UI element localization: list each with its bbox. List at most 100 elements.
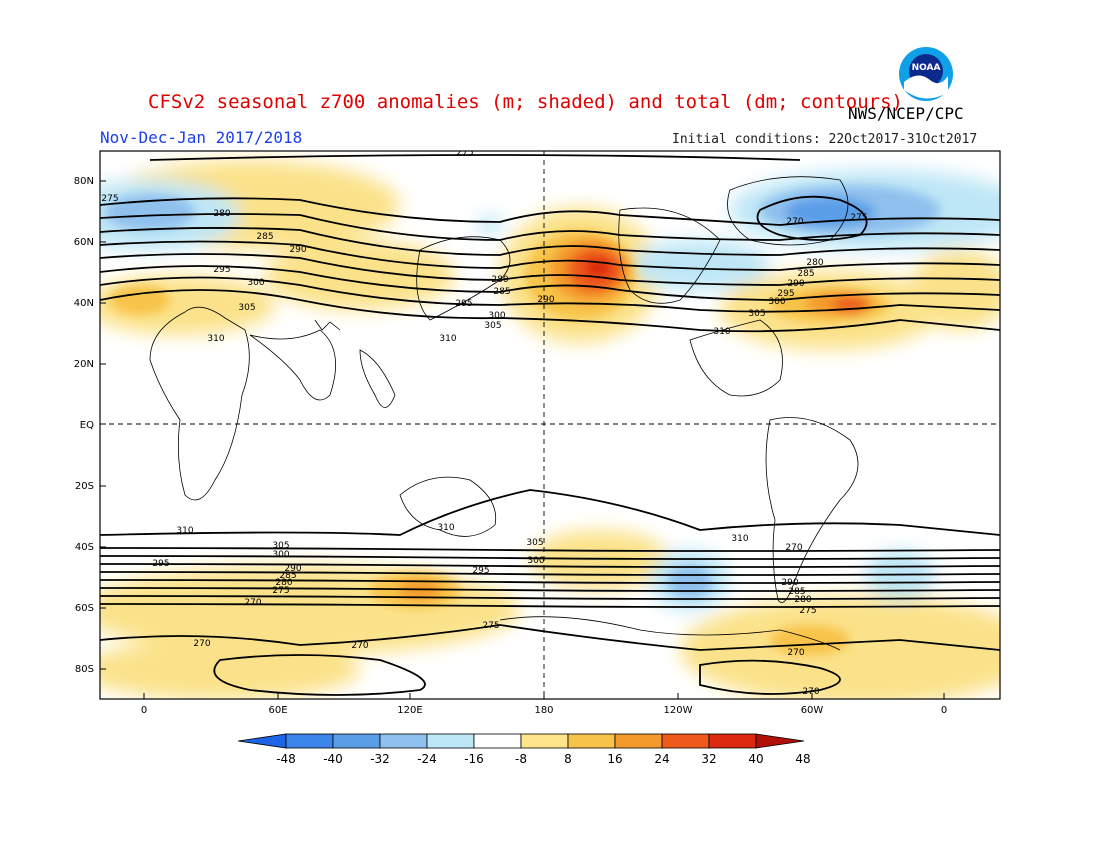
legend-tick-label: -8 bbox=[515, 752, 527, 766]
anomaly-map: 80N 60N 40N 20N EQ 20S 40S 60S 80S 0 60E… bbox=[74, 148, 1001, 716]
contour-label: 310 bbox=[176, 526, 193, 536]
legend-tick-label: -48 bbox=[276, 752, 296, 766]
contour-label: 275 bbox=[482, 621, 499, 631]
legend-tick-label: 32 bbox=[701, 752, 716, 766]
initial-conditions-label: Initial conditions: 22Oct2017-31Oct2017 bbox=[672, 132, 978, 147]
longitude-axis: 0 60E 120E 180 120W 60W 0 bbox=[141, 705, 947, 716]
chart-title: CFSv2 seasonal z700 anomalies (m; shaded… bbox=[148, 91, 903, 113]
contour-label: 275 bbox=[272, 586, 289, 596]
contour-label: 310 bbox=[731, 534, 748, 544]
contour-label: 295 bbox=[152, 559, 169, 569]
contour-label: 290 bbox=[537, 295, 554, 305]
contour-label: 285 bbox=[797, 269, 814, 279]
contour-label: 290 bbox=[284, 564, 301, 574]
contour-label: 270 bbox=[351, 641, 368, 651]
legend-tick-label: 48 bbox=[795, 752, 810, 766]
lon-tick-label: 60W bbox=[801, 705, 824, 716]
contour-label: 270 bbox=[244, 598, 261, 608]
legend-swatch bbox=[661, 733, 710, 749]
legend-tick-label: 24 bbox=[654, 752, 669, 766]
legend-tick-label: -16 bbox=[464, 752, 484, 766]
legend-swatch bbox=[426, 733, 475, 749]
legend-swatch bbox=[708, 733, 757, 749]
lat-tick-label: 20N bbox=[74, 359, 94, 370]
contour-label: 285 bbox=[279, 571, 296, 581]
contour-label: 280 bbox=[794, 595, 811, 605]
lon-tick-label: 180 bbox=[534, 705, 553, 716]
legend-swatch bbox=[614, 733, 663, 749]
lon-tick-label: 120E bbox=[397, 705, 422, 716]
contour-label: 300 bbox=[527, 556, 544, 566]
lon-tick-label: 0 bbox=[941, 705, 947, 716]
contour-label: 275 bbox=[799, 606, 816, 616]
legend-swatch bbox=[567, 733, 616, 749]
contour-label: 270 bbox=[193, 639, 210, 649]
legend-tick-label: 40 bbox=[748, 752, 763, 766]
logo-lettering: NOAA bbox=[912, 63, 941, 73]
contour-label: 280 bbox=[213, 209, 230, 219]
contour-label: 300 bbox=[488, 311, 505, 321]
contour-label: 285 bbox=[493, 287, 510, 297]
contour-label: 275 bbox=[850, 213, 867, 223]
contour-label: 275 bbox=[456, 148, 473, 158]
lat-tick-label: 60N bbox=[74, 237, 94, 248]
contour-label: 270 bbox=[786, 217, 803, 227]
contour-label: 310 bbox=[207, 334, 224, 344]
contour-label: 270 bbox=[785, 543, 802, 553]
contour-label: 270 bbox=[787, 648, 804, 658]
legend-min-arrow bbox=[238, 733, 287, 749]
legend-tick-label: 8 bbox=[564, 752, 572, 766]
contour-label: 280 bbox=[491, 275, 508, 285]
contour-label: 300 bbox=[272, 550, 289, 560]
legend-swatch bbox=[332, 733, 381, 749]
agency-label: NWS/NCEP/CPC bbox=[848, 104, 964, 123]
contour-label: 300 bbox=[768, 297, 785, 307]
contour-label: 285 bbox=[256, 232, 273, 242]
contour-label: 280 bbox=[275, 578, 292, 588]
legend-tick-label: -24 bbox=[417, 752, 437, 766]
map-frame bbox=[99, 150, 1001, 700]
contour-label: 275 bbox=[101, 194, 118, 204]
contour-label: 290 bbox=[787, 279, 804, 289]
contour-label: 295 bbox=[455, 299, 472, 309]
lat-tick-label: EQ bbox=[80, 420, 94, 431]
lat-tick-label: 20S bbox=[75, 481, 94, 492]
lat-tick-label: 40N bbox=[74, 298, 94, 309]
contour-label: 295 bbox=[777, 289, 794, 299]
legend-swatch bbox=[473, 733, 522, 749]
contour-label: 290 bbox=[289, 245, 306, 255]
contour-label: 305 bbox=[484, 321, 501, 331]
contour-label: 310 bbox=[437, 523, 454, 533]
lon-tick-label: 60E bbox=[268, 705, 287, 716]
contour-label: 305 bbox=[238, 303, 255, 313]
contour-label: 305 bbox=[526, 538, 543, 548]
legend-swatch bbox=[379, 733, 428, 749]
legend-swatch bbox=[520, 733, 569, 749]
contour-label: 285 bbox=[788, 587, 805, 597]
contour-label: 305 bbox=[272, 541, 289, 551]
legend-tick-label: 16 bbox=[607, 752, 622, 766]
lon-tick-label: 0 bbox=[141, 705, 147, 716]
latitude-axis: 80N 60N 40N 20N EQ 20S 40S 60S 80S bbox=[74, 176, 94, 675]
contour-label: 280 bbox=[806, 258, 823, 268]
contour-label: 295 bbox=[213, 265, 230, 275]
legend-tick-label: -32 bbox=[370, 752, 390, 766]
contour-label: 300 bbox=[247, 278, 264, 288]
contour-label: 310 bbox=[439, 334, 456, 344]
contour-label: 305 bbox=[748, 309, 765, 319]
lat-tick-label: 60S bbox=[75, 603, 94, 614]
latitude-tick-marks bbox=[100, 180, 106, 670]
contour-label: 270 bbox=[802, 687, 819, 697]
lat-tick-label: 80S bbox=[75, 664, 94, 675]
lon-tick-label: 120W bbox=[664, 705, 693, 716]
color-legend: -48 -40 -32 -24 -16 -8 8 16 24 32 40 48 bbox=[238, 733, 811, 766]
lat-tick-label: 80N bbox=[74, 176, 94, 187]
contour-label: 290 bbox=[781, 578, 798, 588]
noaa-logo: NOAA bbox=[897, 45, 955, 103]
contour-label: 295 bbox=[472, 566, 489, 576]
lat-tick-label: 40S bbox=[75, 542, 94, 553]
anomaly-shading bbox=[100, 151, 1000, 699]
season-label: Nov-Dec-Jan 2017/2018 bbox=[100, 128, 303, 147]
legend-max-arrow bbox=[755, 733, 805, 749]
contour-label: 310 bbox=[713, 327, 730, 337]
